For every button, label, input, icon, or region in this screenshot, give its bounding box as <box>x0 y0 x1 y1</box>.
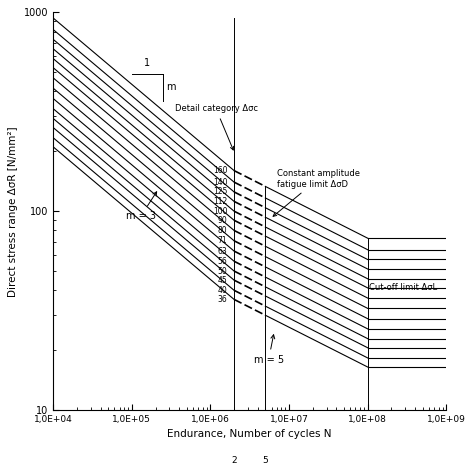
X-axis label: Endurance, Number of cycles N: Endurance, Number of cycles N <box>167 430 332 439</box>
Text: 140: 140 <box>213 178 228 187</box>
Text: 50: 50 <box>218 266 228 276</box>
Text: 5: 5 <box>263 456 268 465</box>
Text: m = 3: m = 3 <box>126 192 156 221</box>
Text: 80: 80 <box>218 226 228 235</box>
Text: 63: 63 <box>218 247 228 256</box>
Text: m: m <box>166 83 175 92</box>
Text: 36: 36 <box>218 295 228 304</box>
Text: Constant amplitude
fatigue limit ΔσD: Constant amplitude fatigue limit ΔσD <box>273 169 360 216</box>
Text: 71: 71 <box>218 236 228 245</box>
Text: 125: 125 <box>213 188 228 197</box>
Text: 1: 1 <box>145 58 151 68</box>
Text: 40: 40 <box>218 286 228 295</box>
Text: m = 5: m = 5 <box>254 335 284 364</box>
Text: 90: 90 <box>218 216 228 225</box>
Text: 160: 160 <box>213 166 228 175</box>
Y-axis label: Direct stress range ΔσR [N/mm²]: Direct stress range ΔσR [N/mm²] <box>9 126 18 296</box>
Text: 45: 45 <box>218 276 228 285</box>
Text: Cut-off limit ΔσL: Cut-off limit ΔσL <box>369 283 438 292</box>
Text: 100: 100 <box>213 207 228 216</box>
Text: Detail category Δσc: Detail category Δσc <box>174 105 257 150</box>
Text: 2: 2 <box>231 456 237 465</box>
Text: 56: 56 <box>218 257 228 266</box>
Text: 112: 112 <box>213 197 228 206</box>
